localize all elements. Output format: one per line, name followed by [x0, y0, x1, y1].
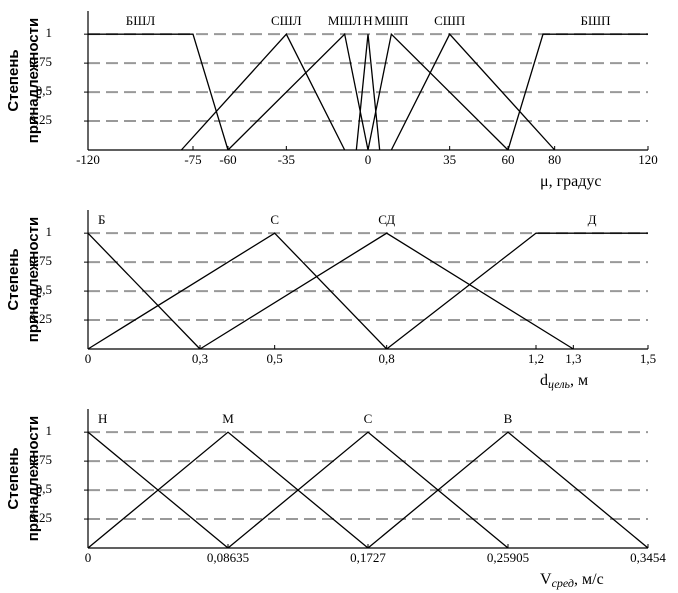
- y-axis-label: принадлежности: [25, 416, 42, 541]
- membership-line: [507, 33, 648, 151]
- x-tick-label: 0,5: [267, 351, 283, 366]
- y-tick-label: 0,5: [36, 481, 52, 496]
- x-tick-label: 1,5: [640, 351, 656, 366]
- x-tick-label: 0,8: [379, 351, 395, 366]
- x-tick-label: -60: [219, 152, 236, 167]
- y-axis-label: Степень: [5, 248, 22, 310]
- y-tick-label: 0,5: [36, 83, 52, 98]
- y-tick-label: 1: [46, 224, 53, 239]
- series-label: Н: [98, 411, 107, 426]
- x-tick-label: 0,08635: [207, 550, 249, 565]
- x-axis-label: Vсред, м/с: [540, 571, 604, 590]
- y-tick-label: 0,75: [29, 452, 52, 467]
- x-tick-label: 0: [85, 550, 92, 565]
- series-label: Д: [588, 212, 597, 227]
- series-label: МШЛ: [328, 13, 362, 28]
- series-label: С: [270, 212, 279, 227]
- x-tick-label: 1,2: [528, 351, 544, 366]
- x-axis-label: dцель, м: [540, 372, 588, 391]
- x-tick-label: 0,1727: [350, 550, 386, 565]
- x-tick-label: 0: [85, 351, 92, 366]
- x-tick-label: 0,25905: [487, 550, 529, 565]
- x-tick-label: 0,3454: [630, 550, 666, 565]
- series-label: Н: [363, 13, 372, 28]
- series-label: БШП: [581, 13, 611, 28]
- series-label: В: [504, 411, 513, 426]
- y-axis-label: Степень: [5, 447, 22, 509]
- membership-line: [367, 32, 509, 151]
- x-axis-label: μ, градус: [540, 173, 601, 190]
- x-label-unit: , м/с: [574, 571, 604, 588]
- series-label: С: [364, 411, 373, 426]
- x-tick-label: 0: [365, 152, 372, 167]
- y-tick-label: 0,5: [36, 282, 52, 297]
- x-label-unit: , м: [570, 372, 588, 389]
- x-tick-label: 120: [638, 152, 658, 167]
- x-label-text: μ, градус: [540, 173, 601, 190]
- y-axis-label: Степень: [5, 49, 22, 111]
- y-axis-label: принадлежности: [25, 18, 42, 143]
- x-label-text: V: [540, 571, 552, 588]
- x-tick-label: -75: [184, 152, 201, 167]
- membership-line: [386, 232, 648, 350]
- membership-line: [227, 431, 509, 549]
- y-tick-label: 0,25: [29, 112, 52, 127]
- y-tick-label: 1: [46, 423, 53, 438]
- membership-line: [87, 232, 201, 350]
- y-tick-label: 0,75: [29, 253, 52, 268]
- series-label: М: [222, 411, 234, 426]
- membership-line: [87, 431, 369, 549]
- x-label-text: d: [540, 372, 548, 389]
- y-tick-label: 0,75: [29, 54, 52, 69]
- series-label: МШП: [374, 13, 408, 28]
- x-tick-label: 35: [443, 152, 456, 167]
- membership-line: [199, 232, 574, 350]
- membership-line: [87, 232, 388, 350]
- series-label: СШП: [434, 13, 465, 28]
- series-label: СД: [378, 212, 395, 227]
- x-tick-label: 0,3: [192, 351, 208, 366]
- series-label: СШЛ: [271, 13, 302, 28]
- membership-line: [367, 431, 649, 549]
- y-tick-label: 0,25: [29, 510, 52, 525]
- y-tick-label: 0,25: [29, 311, 52, 326]
- x-tick-label: -120: [76, 152, 100, 167]
- y-axis-label: принадлежности: [25, 217, 42, 342]
- x-tick-label: 60: [502, 152, 515, 167]
- x-tick-label: 80: [548, 152, 561, 167]
- x-tick-label: -35: [278, 152, 295, 167]
- x-tick-label: 1,3: [565, 351, 581, 366]
- x-label-subscript: цель: [548, 377, 571, 391]
- y-tick-label: 1: [46, 25, 53, 40]
- series-label: БШЛ: [126, 13, 156, 28]
- membership-line: [180, 33, 346, 151]
- x-label-subscript: сред: [552, 576, 574, 590]
- series-label: Б: [98, 212, 105, 227]
